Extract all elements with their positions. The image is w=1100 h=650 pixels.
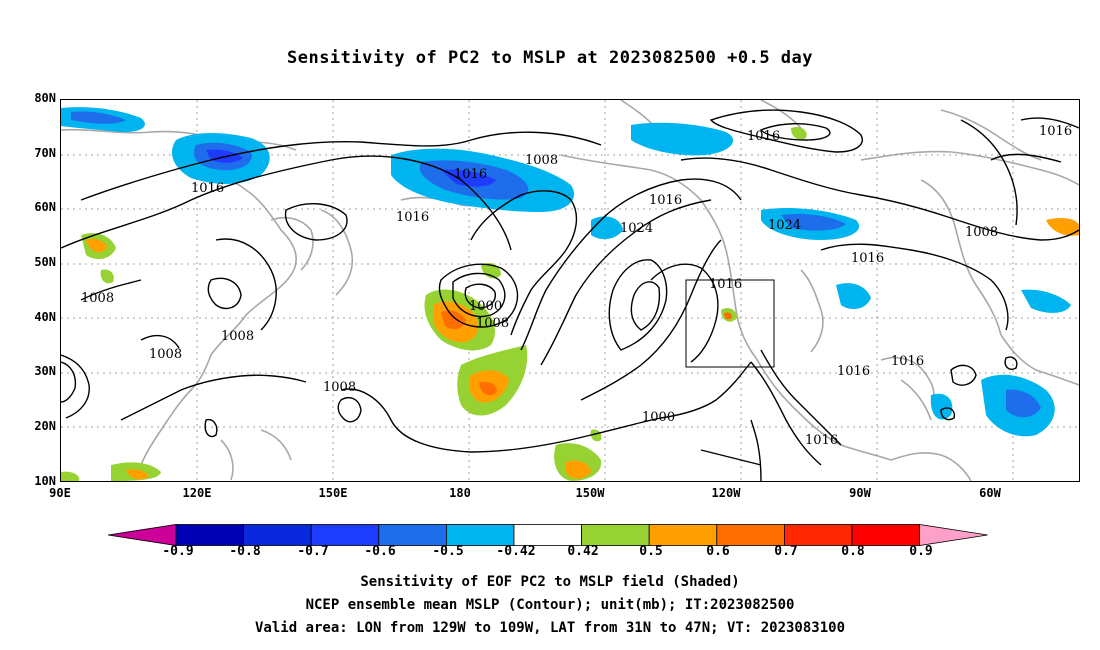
- contour-label: 1008: [81, 291, 114, 306]
- contour-label: 1016: [837, 364, 870, 379]
- contour-label-layer: 1016 1016 1016 1008 1016 1000 1008 1000 …: [81, 124, 1072, 448]
- contour-label: 1016: [396, 210, 429, 225]
- colorbar-swatch: [581, 524, 650, 546]
- colorbar-label: 0.9: [909, 544, 933, 559]
- map-svg: 1016 1016 1016 1008 1016 1000 1008 1000 …: [61, 100, 1079, 481]
- contour-label: 1000: [642, 410, 675, 425]
- lon-label-180: 180: [449, 486, 471, 500]
- colorbar-label: -0.6: [364, 544, 396, 559]
- caption-line-3: Valid area: LON from 129W to 109W, LAT f…: [254, 620, 845, 636]
- colorbar-label: 0.7: [774, 544, 798, 559]
- colorbar-arrow-low: [108, 524, 177, 546]
- lat-label-60n: 60N: [34, 200, 56, 214]
- neg-blob-atlantic: [1021, 289, 1071, 313]
- caption-line-1: Sensitivity of EOF PC2 to MSLP field (Sh…: [360, 574, 740, 590]
- neg-blob-east-us: [836, 283, 871, 310]
- mslp-contours: [61, 109, 1079, 481]
- lat-label-30n: 30N: [34, 364, 56, 378]
- colorbar-swatch: [378, 524, 447, 546]
- colorbar-swatch: [445, 524, 515, 546]
- colorbar-swatch: [243, 524, 312, 546]
- contour-label: 1016: [649, 193, 682, 208]
- contour-label: 1016: [851, 251, 884, 266]
- contour-label: 1008: [525, 153, 558, 168]
- lat-label-10n: 10N: [34, 474, 56, 488]
- lon-label-150w: 150W: [575, 486, 605, 500]
- contour-label: 1008: [965, 225, 998, 240]
- lon-label-120w: 120W: [711, 486, 741, 500]
- lat-label-40n: 40N: [34, 310, 56, 324]
- lat-label-20n: 20N: [34, 419, 56, 433]
- contour-label: 1016: [454, 167, 487, 182]
- colorbar-swatch: [716, 524, 785, 546]
- colorbar-arrow-high: [919, 524, 988, 546]
- colorbar-label: -0.42: [496, 544, 536, 559]
- colorbar-label: -0.5: [432, 544, 464, 559]
- contour-label: 1016: [805, 433, 838, 448]
- contour-label: 1024: [768, 218, 801, 233]
- colorbar-label: -0.7: [297, 544, 329, 559]
- contour-label: 1008: [323, 380, 356, 395]
- contour-label: 1016: [709, 277, 742, 292]
- lat-label-80n: 80N: [34, 91, 56, 105]
- map-panel: 1016 1016 1016 1008 1016 1000 1008 1000 …: [60, 99, 1080, 482]
- contour-label: 1000: [469, 299, 502, 314]
- colorbar-label: 0.6: [706, 544, 730, 559]
- contour-label: 1016: [191, 181, 224, 196]
- contour-label: 1008: [149, 347, 182, 362]
- contour-label: 1016: [747, 129, 780, 144]
- lon-label-120e: 120E: [182, 486, 212, 500]
- coastlines: [61, 100, 1079, 481]
- contour-label: 1016: [891, 354, 924, 369]
- colorbar-swatch: [851, 524, 920, 546]
- caption-line-2: NCEP ensemble mean MSLP (Contour); unit(…: [305, 597, 795, 613]
- contour-label: 1008: [476, 316, 509, 331]
- lon-label-90w: 90W: [849, 486, 871, 500]
- colorbar-label: 0.8: [841, 544, 865, 559]
- contour-label: 1024: [620, 221, 653, 236]
- sensitivity-shading: [61, 107, 1079, 481]
- colorbar-label: -0.8: [229, 544, 261, 559]
- colorbar-label: 0.5: [639, 544, 663, 559]
- valid-area-box: [685, 279, 775, 368]
- lat-label-70n: 70N: [34, 146, 56, 160]
- colorbar-swatch: [513, 524, 582, 546]
- colorbar: [108, 524, 988, 546]
- contour-label: 1008: [221, 329, 254, 344]
- colorbar-label: -0.9: [162, 544, 194, 559]
- lon-label-60w: 60W: [979, 486, 1001, 500]
- colorbar-label: 0.42: [567, 544, 599, 559]
- colorbar-swatch: [175, 524, 244, 546]
- figure-title: Sensitivity of PC2 to MSLP at 2023082500…: [286, 48, 813, 68]
- colorbar-swatch: [648, 524, 718, 546]
- lat-label-50n: 50N: [34, 255, 56, 269]
- colorbar-swatch: [310, 524, 380, 546]
- lon-label-150e: 150E: [318, 486, 348, 500]
- neg-blob-gulf-alaska: [631, 122, 734, 156]
- lon-label-90e: 90E: [49, 486, 71, 500]
- colorbar-swatch: [784, 524, 853, 546]
- contour-label: 1016: [1039, 124, 1072, 139]
